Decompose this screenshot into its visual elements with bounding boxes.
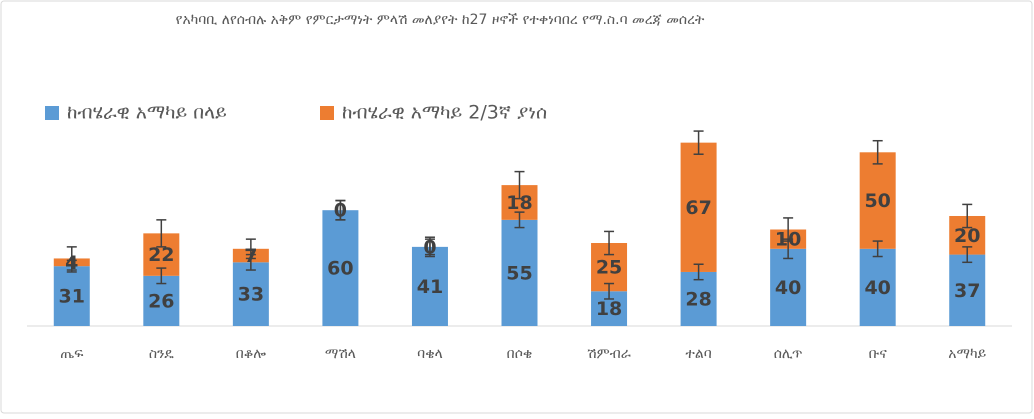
bar-segment	[770, 248, 807, 326]
x-tick-label: ሰሊጥ	[774, 346, 803, 362]
x-tick-label: ተልባ	[685, 346, 711, 362]
bar-segment	[949, 254, 986, 326]
x-tick-label: በቆሎ	[236, 346, 267, 362]
bar-segment	[232, 262, 269, 326]
bar-segment	[411, 246, 448, 326]
bar-segment	[501, 219, 538, 326]
x-tick-label: ስንዴ	[149, 346, 175, 362]
data-label: 60	[327, 258, 353, 280]
x-tick-label: አማካይ	[948, 346, 986, 362]
chart-title: የአካባቢ ለየሰብሉ አቅም የምርታማነት ምላሽ መለያየት ከ27 ዞኖ…	[176, 12, 705, 28]
legend-label: ከብሄራዊ አማካይ 2/3ኛ ያነሰ	[342, 102, 547, 124]
data-label: 67	[685, 197, 711, 219]
data-label: 50	[864, 190, 890, 212]
x-tick-label: ቡና	[869, 346, 888, 362]
data-label: 37	[954, 280, 980, 302]
x-tick-label: በሶቄ	[507, 346, 533, 362]
legend-swatch	[320, 106, 334, 120]
data-label: 40	[864, 277, 890, 299]
data-label: 31	[59, 286, 85, 308]
data-label: 33	[238, 284, 264, 306]
bar-segment	[680, 142, 717, 272]
legend-label: ከብሄራዊ አማካይ በላይ	[67, 102, 227, 124]
bar-segment	[859, 248, 896, 326]
x-tick-label: ሽምብራ	[587, 346, 631, 362]
bar-segment	[859, 152, 896, 249]
bar-segment	[322, 210, 359, 326]
data-label: 41	[417, 276, 443, 298]
bar-segment	[53, 266, 90, 326]
data-label: 28	[685, 288, 711, 310]
x-tick-label: ባቄላ	[417, 346, 443, 362]
data-label: 40	[775, 277, 801, 299]
data-label: 20	[954, 225, 980, 247]
x-tick-label: ጤፍ	[60, 346, 84, 362]
data-label: 18	[596, 298, 622, 320]
data-label: 26	[148, 290, 174, 312]
data-label: 55	[506, 262, 532, 284]
data-label: 25	[596, 257, 622, 279]
data-label: 18	[506, 192, 532, 214]
x-tick-label: ማሽላ	[325, 346, 356, 362]
data-label: 22	[148, 244, 174, 266]
bar-segment	[680, 271, 717, 326]
legend-swatch	[45, 106, 59, 120]
